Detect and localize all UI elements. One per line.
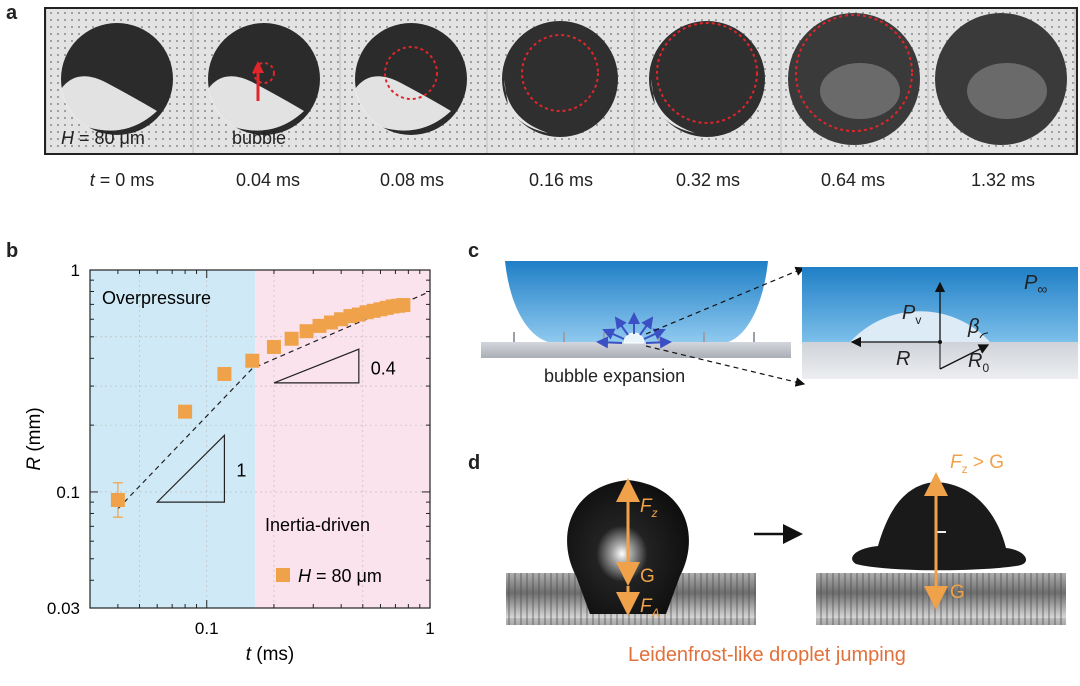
frame-height-label: H = 80 μm [61, 128, 145, 148]
y-axis-label: R (mm) [24, 407, 45, 470]
x-tick-label: 1 [425, 619, 434, 638]
snapshot-frame [782, 9, 927, 153]
inertia-region [255, 270, 430, 608]
snapshot-frame [929, 9, 1074, 153]
droplet-shape [505, 261, 768, 342]
slope-label-2: 0.4 [371, 358, 396, 378]
time-label: 1.32 ms [970, 170, 1036, 190]
data-point [396, 298, 411, 313]
bubble-label: bubble [232, 128, 287, 148]
legend-marker [276, 568, 290, 582]
panel-b-chart: 0.1 1 0.03 0.1 1 t (ms) R (mm) H = 80 μm Overpre… [24, 261, 435, 665]
data-point [217, 366, 232, 381]
time-label: t = 0 ms [89, 170, 155, 190]
ambient-pressure-symbol: P∞ [1024, 272, 1048, 297]
fit-line [117, 290, 431, 510]
data-point [110, 492, 125, 507]
radius-r0-symbol: R0 [968, 350, 990, 375]
panel-a-label: a [6, 2, 18, 24]
y-tick-label: 0.03 [47, 599, 80, 618]
textured-surface-right [816, 573, 1066, 625]
contact-angle-symbol: β [968, 316, 980, 338]
panel-b-label: b [6, 240, 19, 262]
force-g-right: G [950, 582, 965, 603]
panel-d-label: d [468, 452, 481, 474]
slope-triangle-1 [155, 433, 226, 503]
time-label: 0.32 ms [675, 170, 741, 190]
snapshot-frame [488, 9, 633, 153]
bubble-ring [384, 46, 438, 100]
overpressure-region [90, 270, 256, 608]
data-point [245, 353, 260, 368]
panel-a-image-strip [44, 7, 1078, 155]
bubble-ring [656, 22, 758, 124]
force-condition-right: Fz > G [950, 452, 1005, 476]
heated-plate [481, 342, 791, 358]
droplet-right [852, 482, 1027, 571]
force-fz-left: Fz [640, 496, 658, 520]
vapor-pressure-symbol: Pv [902, 302, 922, 327]
bubble-ring [521, 34, 599, 112]
legend-label: H = 80 μm [298, 566, 382, 586]
time-label: 0.16 ms [528, 170, 594, 190]
data-point [284, 331, 299, 346]
bubble-ring [795, 14, 913, 132]
snapshot-frame [635, 9, 780, 153]
data-point [299, 324, 314, 339]
panel-d-caption: Leidenfrost-like droplet jumping [628, 644, 906, 666]
radius-symbol: R [896, 348, 911, 370]
force-fa-left: FA [640, 596, 660, 620]
time-label: 0.64 ms [820, 170, 886, 190]
slope-triangle-2 [273, 348, 360, 384]
time-label: 0.04 ms [235, 170, 301, 190]
x-tick-label: 0.1 [195, 619, 219, 638]
panel-c-bubble-detail [802, 267, 1078, 379]
small-bubble [623, 332, 645, 344]
overpressure-label: Overpressure [102, 288, 211, 308]
y-tick-label: 0.1 [56, 483, 80, 502]
force-g-left: G [640, 566, 655, 587]
data-point [266, 339, 281, 354]
panel-c-drop-diagram [481, 261, 806, 387]
plot-frame [89, 269, 431, 609]
time-label: 0.08 ms [379, 170, 445, 190]
data-point [312, 318, 327, 333]
panel-c-label: c [468, 240, 480, 262]
snapshot-frame [194, 9, 339, 153]
bubble-cap [850, 311, 990, 342]
snapshot-frame [47, 9, 192, 153]
x-axis-label: t (ms) [246, 644, 295, 665]
data-point [178, 404, 193, 419]
slope-label-1: 1 [236, 460, 246, 480]
panel-d-photos [506, 468, 1066, 628]
inertia-label: Inertia-driven [265, 515, 370, 535]
y-tick-label: 1 [71, 261, 80, 280]
snapshot-frame [341, 9, 486, 153]
bubble-expansion-caption: bubble expansion [544, 366, 686, 386]
